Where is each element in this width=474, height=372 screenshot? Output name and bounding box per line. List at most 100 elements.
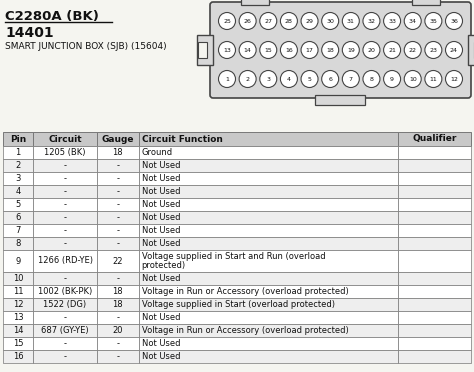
- Text: 5: 5: [308, 77, 311, 82]
- Text: 15: 15: [13, 339, 23, 348]
- Bar: [316, 95, 365, 105]
- Bar: [139, 285, 399, 298]
- Bar: [97, 132, 139, 146]
- Text: Not Used: Not Used: [142, 213, 180, 222]
- Bar: [34, 132, 97, 146]
- Text: Voltage in Run or Accessory (overload protected): Voltage in Run or Accessory (overload pr…: [142, 287, 348, 296]
- Text: -: -: [116, 352, 119, 361]
- Bar: [139, 350, 399, 363]
- Bar: [34, 298, 97, 311]
- Text: -: -: [116, 313, 119, 322]
- Text: -: -: [64, 313, 66, 322]
- Text: 35: 35: [429, 19, 438, 24]
- Circle shape: [404, 13, 421, 29]
- Text: 18: 18: [112, 300, 123, 309]
- Bar: [139, 172, 399, 185]
- Text: 11: 11: [13, 287, 23, 296]
- Bar: [468, 35, 474, 65]
- Text: 17: 17: [306, 48, 313, 53]
- Circle shape: [363, 71, 380, 87]
- Text: -: -: [64, 226, 66, 235]
- Text: 8: 8: [370, 77, 374, 82]
- Bar: [139, 132, 399, 146]
- Text: Circuit: Circuit: [48, 135, 82, 144]
- Text: 3: 3: [16, 174, 21, 183]
- Text: -: -: [64, 339, 66, 348]
- Text: Not Used: Not Used: [142, 200, 180, 209]
- Text: 7: 7: [16, 226, 21, 235]
- Bar: [34, 324, 97, 337]
- Text: Gauge: Gauge: [101, 135, 134, 144]
- Bar: [399, 250, 471, 272]
- Text: 25: 25: [223, 19, 231, 24]
- Text: 6: 6: [16, 213, 21, 222]
- Bar: [34, 198, 97, 211]
- Bar: [3, 185, 34, 198]
- Circle shape: [363, 42, 380, 58]
- Text: 34: 34: [409, 19, 417, 24]
- Circle shape: [446, 71, 463, 87]
- Bar: [3, 132, 34, 146]
- Text: 2: 2: [16, 161, 21, 170]
- Text: -: -: [64, 187, 66, 196]
- Bar: [139, 198, 399, 211]
- Text: 1: 1: [225, 77, 229, 82]
- Text: -: -: [116, 226, 119, 235]
- Text: C2280A (BK): C2280A (BK): [5, 10, 99, 23]
- Text: 22: 22: [409, 48, 417, 53]
- Text: 13: 13: [223, 48, 231, 53]
- Bar: [34, 337, 97, 350]
- Text: 15: 15: [264, 48, 272, 53]
- Bar: [97, 311, 139, 324]
- Text: Pin: Pin: [10, 135, 27, 144]
- Bar: [97, 211, 139, 224]
- Text: -: -: [64, 200, 66, 209]
- Text: 10: 10: [409, 77, 417, 82]
- Text: 2: 2: [246, 77, 250, 82]
- Text: Not Used: Not Used: [142, 226, 180, 235]
- Text: Not Used: Not Used: [142, 352, 180, 361]
- Circle shape: [322, 42, 339, 58]
- FancyBboxPatch shape: [210, 2, 471, 98]
- Bar: [3, 285, 34, 298]
- Text: 6: 6: [328, 77, 332, 82]
- Text: -: -: [116, 200, 119, 209]
- Text: Voltage in Run or Accessory (overload protected): Voltage in Run or Accessory (overload pr…: [142, 326, 348, 335]
- Bar: [97, 298, 139, 311]
- Circle shape: [239, 13, 256, 29]
- Text: -: -: [64, 239, 66, 248]
- Text: -: -: [64, 352, 66, 361]
- Bar: [139, 237, 399, 250]
- Bar: [3, 198, 34, 211]
- Text: -: -: [116, 213, 119, 222]
- Text: -: -: [64, 213, 66, 222]
- Bar: [139, 224, 399, 237]
- Text: 5: 5: [16, 200, 21, 209]
- Bar: [399, 272, 471, 285]
- Bar: [399, 132, 471, 146]
- Text: -: -: [116, 187, 119, 196]
- Text: Not Used: Not Used: [142, 161, 180, 170]
- Circle shape: [301, 71, 318, 87]
- Bar: [399, 324, 471, 337]
- Text: Voltage supplied in Start (overload protected): Voltage supplied in Start (overload prot…: [142, 300, 335, 309]
- Bar: [34, 272, 97, 285]
- Bar: [3, 172, 34, 185]
- Text: 12: 12: [450, 77, 458, 82]
- Bar: [34, 250, 97, 272]
- Bar: [139, 272, 399, 285]
- Text: 32: 32: [367, 19, 375, 24]
- Circle shape: [219, 42, 236, 58]
- Bar: [399, 211, 471, 224]
- Circle shape: [301, 13, 318, 29]
- Circle shape: [383, 71, 401, 87]
- Circle shape: [425, 13, 442, 29]
- Bar: [139, 250, 399, 272]
- Circle shape: [239, 42, 256, 58]
- Circle shape: [260, 13, 277, 29]
- Text: -: -: [64, 161, 66, 170]
- Circle shape: [260, 71, 277, 87]
- Text: Not Used: Not Used: [142, 274, 180, 283]
- Text: 687 (GY-YE): 687 (GY-YE): [41, 326, 89, 335]
- Bar: [3, 298, 34, 311]
